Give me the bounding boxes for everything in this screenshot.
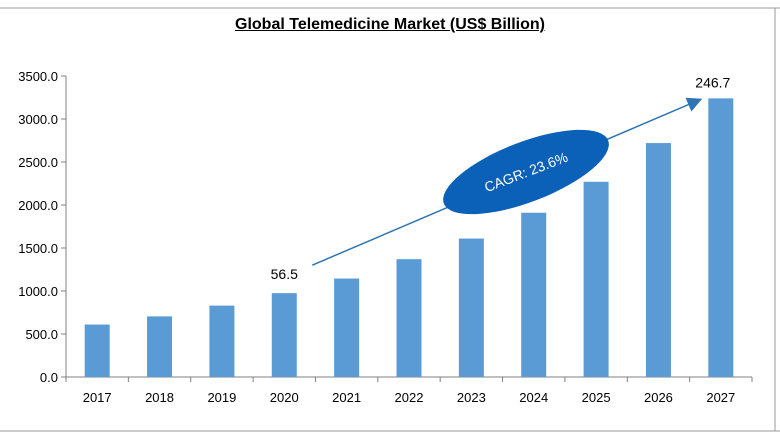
x-tick-label: 2026 xyxy=(644,390,673,405)
bar-2021 xyxy=(334,278,360,377)
x-tick-label: 2023 xyxy=(457,390,486,405)
end-value-label: 246.7 xyxy=(695,74,730,90)
y-tick-label: 2000.0 xyxy=(18,198,58,213)
y-tick-label: 3500.0 xyxy=(18,69,58,84)
bar-2025 xyxy=(583,181,609,377)
bar-2017 xyxy=(84,324,110,377)
x-tick-label: 2018 xyxy=(145,390,174,405)
x-tick-label: 2025 xyxy=(582,390,611,405)
bar-2018 xyxy=(147,316,173,377)
bar-2023 xyxy=(458,238,484,377)
x-tick-label: 2017 xyxy=(83,390,112,405)
y-tick-label: 500.0 xyxy=(25,327,58,342)
bar-2026 xyxy=(645,143,671,377)
bar-2022 xyxy=(396,259,422,377)
bar-2020 xyxy=(271,293,297,377)
x-tick-label: 2024 xyxy=(519,390,548,405)
chart-title: Global Telemedicine Market (US$ Billion) xyxy=(235,16,545,33)
x-tick-label: 2021 xyxy=(332,390,361,405)
bar-2019 xyxy=(209,305,235,377)
x-tick-label: 2027 xyxy=(706,390,735,405)
x-tick-label: 2020 xyxy=(270,390,299,405)
x-tick-label: 2022 xyxy=(395,390,424,405)
y-tick-label: 1000.0 xyxy=(18,284,58,299)
y-tick-label: 0.0 xyxy=(40,370,58,385)
cagr-ellipse xyxy=(443,129,609,215)
start-value-label: 56.5 xyxy=(271,266,298,282)
bar-2024 xyxy=(521,212,547,377)
y-tick-label: 1500.0 xyxy=(18,241,58,256)
y-tick-label: 3000.0 xyxy=(18,112,58,127)
y-tick-label: 2500.0 xyxy=(18,155,58,170)
bar-2027 xyxy=(708,98,734,378)
x-tick-label: 2019 xyxy=(207,390,236,405)
